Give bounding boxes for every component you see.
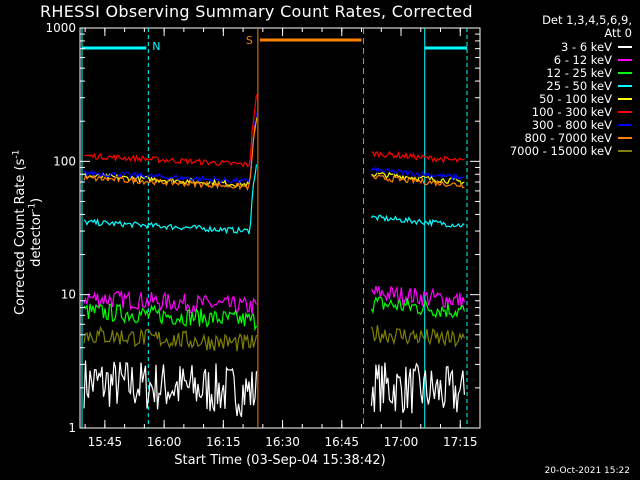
- series-line: [370, 362, 465, 414]
- legend-header-2: Att 0: [604, 26, 632, 40]
- legend-swatch: [618, 45, 632, 48]
- legend-item: 12 - 25 keV: [480, 65, 632, 80]
- legend-item: 800 - 7000 keV: [480, 131, 632, 146]
- legend-swatch: [618, 124, 632, 127]
- legend-item-label: 50 - 100 keV: [539, 91, 612, 106]
- legend-swatch: [618, 111, 632, 114]
- legend-item: 300 - 800 keV: [480, 118, 632, 133]
- chart-title: RHESSI Observing Summary Count Rates, Co…: [40, 2, 473, 21]
- x-tick-label: 15:45: [88, 435, 123, 449]
- legend-item: 50 - 100 keV: [480, 91, 632, 106]
- y-tick-label: 100: [53, 154, 76, 168]
- series-line: [83, 290, 258, 316]
- legend-item: 25 - 50 keV: [480, 78, 632, 93]
- x-tick-label: 17:00: [384, 435, 419, 449]
- series-line: [370, 296, 465, 319]
- series-line: [370, 214, 465, 228]
- series-line: [83, 325, 258, 352]
- legend-item: 3 - 6 keV: [480, 39, 632, 54]
- legend: Det 1,3,4,5,6,9, Att 0 3 - 6 keV 6 - 12 k…: [480, 14, 632, 158]
- legend-header-1: Det 1,3,4,5,6,9,: [542, 13, 632, 27]
- render-timestamp: 20-Oct-2021 15:22: [544, 466, 630, 476]
- x-tick-label: 16:30: [265, 435, 300, 449]
- legend-item: 7000 - 15000 keV: [480, 144, 632, 159]
- series-line: [83, 164, 258, 235]
- x-tick-label: 17:15: [443, 435, 478, 449]
- y-tick-label: 10: [61, 288, 76, 302]
- legend-item-label: 12 - 25 keV: [546, 65, 612, 80]
- series-line: [83, 303, 258, 332]
- legend-swatch: [618, 71, 632, 74]
- legend-item-label: 800 - 7000 keV: [524, 131, 612, 146]
- x-tick-label: 16:45: [324, 435, 359, 449]
- legend-item: 6 - 12 keV: [480, 52, 632, 67]
- plot-frame: [79, 27, 481, 429]
- legend-item-label: 25 - 50 keV: [546, 78, 612, 93]
- series-line: [83, 360, 258, 418]
- series-line: [371, 174, 465, 189]
- y-tick-label: 1000: [45, 21, 76, 35]
- series-line: [83, 121, 258, 191]
- legend-item: 100 - 300 keV: [480, 105, 632, 120]
- legend-item-label: 7000 - 15000 keV: [509, 144, 612, 159]
- series-line: [83, 94, 258, 168]
- series-line: [371, 150, 465, 164]
- x-tick-label: 16:15: [206, 435, 241, 449]
- legend-swatch: [618, 137, 632, 140]
- series-line: [370, 325, 465, 348]
- legend-item-label: 300 - 800 keV: [531, 118, 612, 133]
- legend-item-label: 100 - 300 keV: [531, 105, 612, 120]
- series-line: [370, 285, 465, 309]
- y-tick-label: 1: [68, 421, 76, 435]
- legend-swatch: [618, 97, 632, 100]
- x-axis-label: Start Time (03-Sep-04 15:38:42): [174, 453, 386, 468]
- legend-swatch: [618, 84, 632, 87]
- legend-item-label: 3 - 6 keV: [561, 39, 612, 54]
- legend-swatch: [618, 150, 632, 153]
- legend-item-label: 6 - 12 keV: [553, 52, 612, 67]
- y-axis-label: Corrected Count Rate (s-1 detector-1): [11, 149, 45, 315]
- series-line: [371, 171, 465, 186]
- x-tick-label: 16:00: [147, 435, 182, 449]
- saa-label: S: [246, 34, 253, 47]
- series-line: [83, 112, 258, 184]
- series-line: [370, 166, 465, 182]
- night-label: N: [152, 40, 160, 53]
- legend-swatch: [618, 58, 632, 61]
